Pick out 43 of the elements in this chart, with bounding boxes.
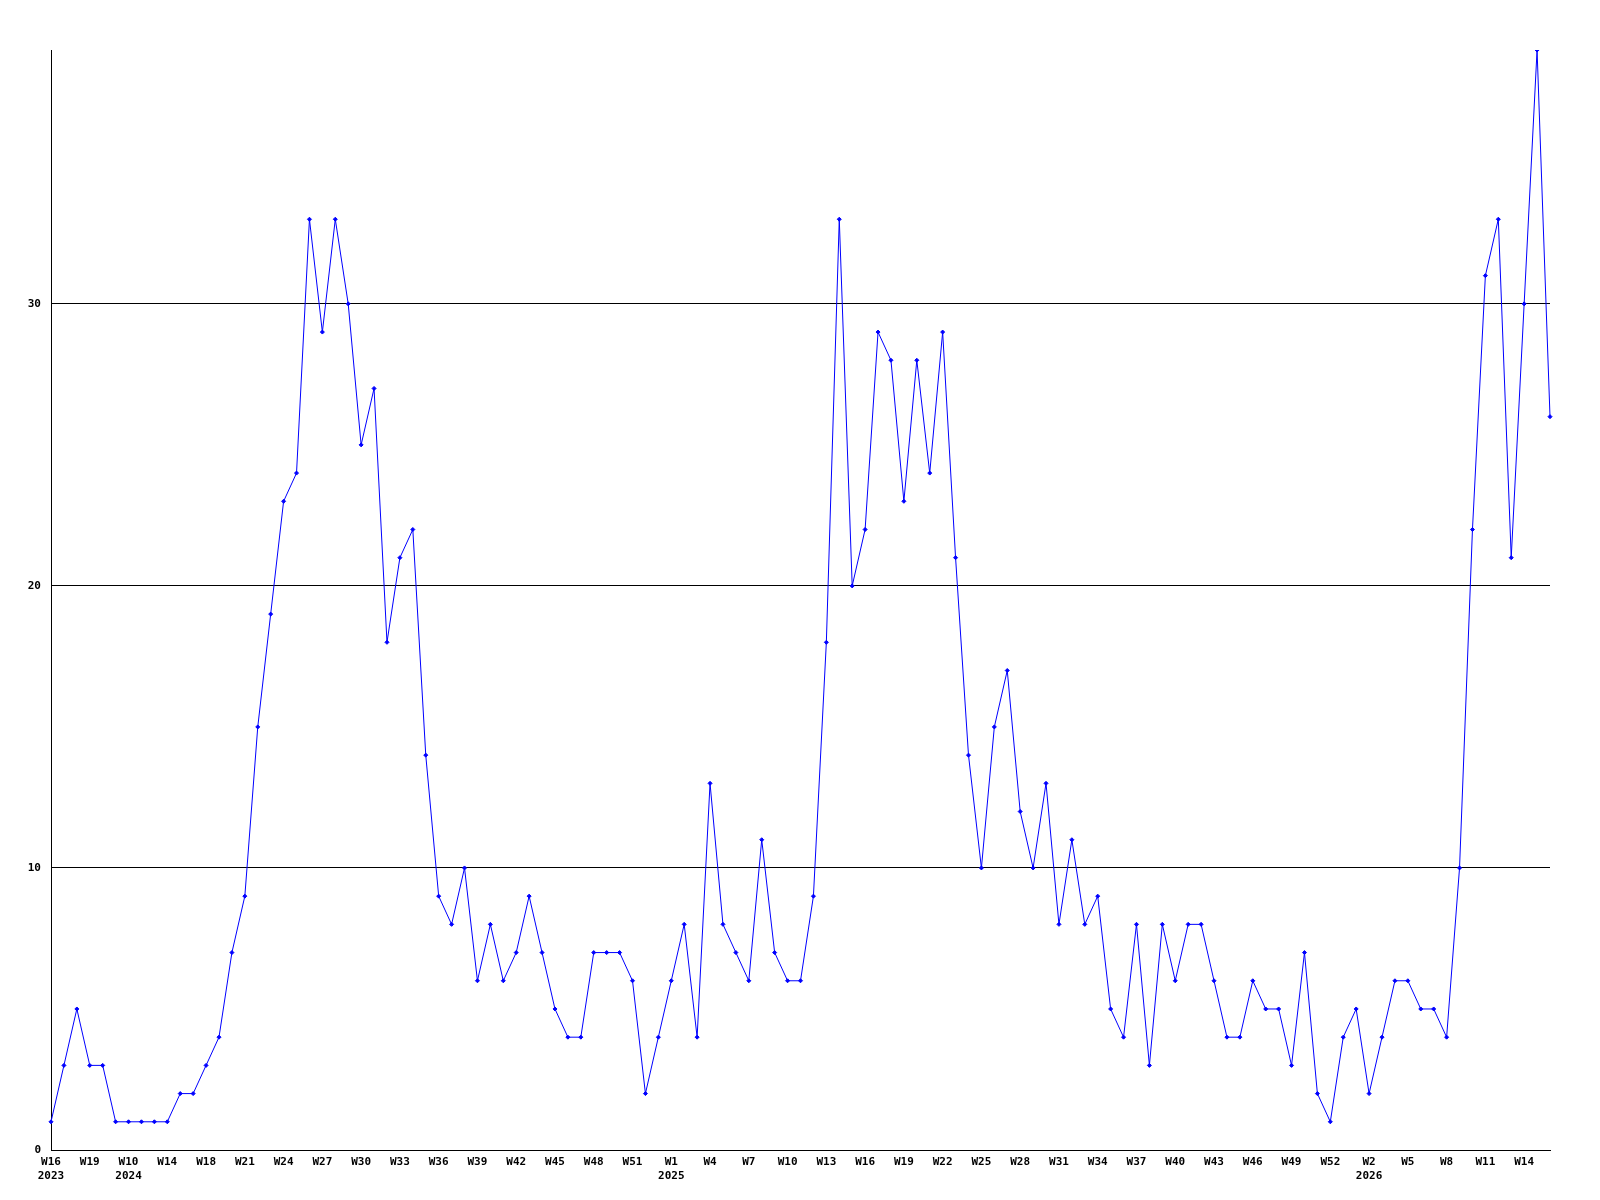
y-tick-label: 10 (27, 860, 41, 874)
x-tick-label: W10 (777, 1155, 798, 1169)
x-tick-label: W1 2025 (658, 1155, 685, 1182)
x-tick-label: W13 (816, 1155, 837, 1169)
x-tick-label: W46 (1242, 1155, 1264, 1169)
x-tick-label: W18 (196, 1155, 217, 1169)
x-tick-label: W5 (1401, 1155, 1415, 1169)
x-tick-label: W8 (1440, 1155, 1454, 1169)
y-tick-label: 20 (27, 578, 41, 592)
x-tick-label: W37 (1126, 1155, 1147, 1169)
y-tick-label: 30 (27, 296, 41, 310)
x-tick-label: W24 (273, 1155, 294, 1169)
x-tick-label: W30 (351, 1155, 372, 1169)
x-tick-label: W25 (971, 1155, 992, 1169)
x-tick-label: W2 2026 (1355, 1155, 1383, 1182)
x-tick-label: W10 2024 (115, 1155, 143, 1182)
x-tick-label: W51 (622, 1155, 643, 1169)
x-tick-label: W22 (932, 1155, 953, 1169)
x-tick-label: W49 (1281, 1155, 1302, 1169)
x-tick-label: W16 2023 (37, 1155, 65, 1182)
x-tick-label: W4 (703, 1155, 718, 1169)
y-tick-label: 0 (34, 1142, 41, 1156)
x-tick-label: W27 (312, 1155, 333, 1169)
x-tick-label: W19 (79, 1155, 100, 1169)
x-tick-label: W39 (467, 1155, 488, 1169)
x-tick-label: W33 (389, 1155, 410, 1169)
x-tick-label: W14 (157, 1155, 178, 1169)
x-tick-label: W19 (893, 1155, 914, 1169)
x-tick-label: W36 (428, 1155, 449, 1169)
x-tick-label: W28 (1010, 1155, 1031, 1169)
x-tick-label: W43 (1204, 1155, 1224, 1169)
x-tick-label: W48 (583, 1155, 604, 1169)
x-tick-label: W21 (234, 1155, 256, 1169)
x-tick-label: W7 (742, 1155, 756, 1169)
x-tick-label: W34 (1087, 1155, 1109, 1169)
x-tick-label: W31 (1049, 1155, 1070, 1169)
x-tick-label: W42 (506, 1155, 527, 1169)
x-tick-label: W16 (855, 1155, 876, 1169)
x-tick-label: W11 (1475, 1155, 1496, 1169)
x-tick-label: W40 (1165, 1155, 1186, 1169)
x-tick-label: W14 (1514, 1155, 1535, 1169)
x-tick-label: W45 (545, 1155, 565, 1169)
x-tick-label: W52 (1320, 1155, 1341, 1169)
